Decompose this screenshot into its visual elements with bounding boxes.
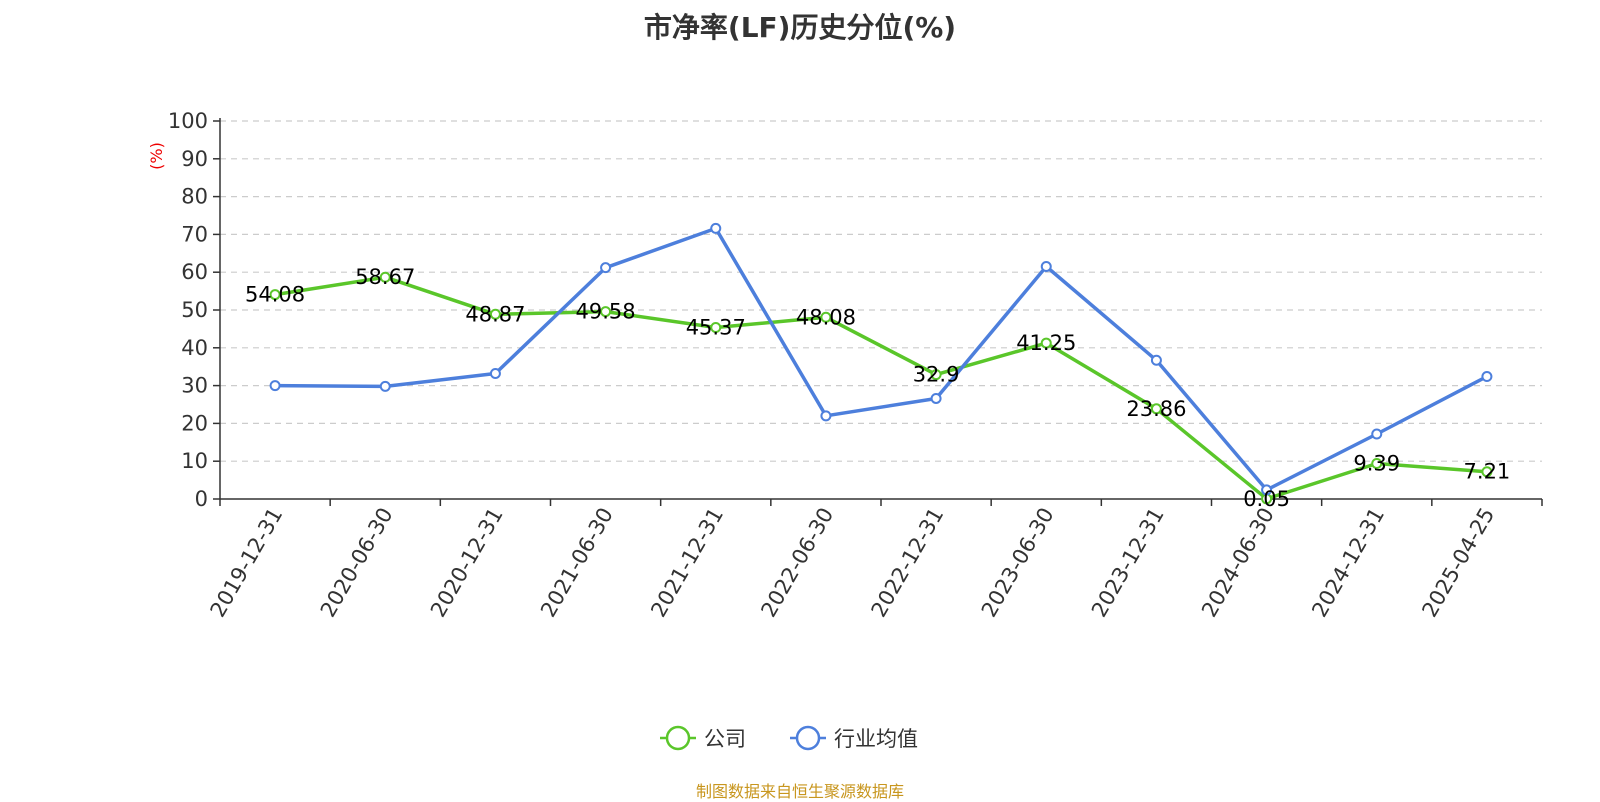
data-point[interactable] — [600, 262, 612, 274]
data-point[interactable] — [269, 289, 281, 301]
data-label: 45.37 — [686, 316, 746, 340]
data-point[interactable] — [600, 306, 612, 318]
legend: 公司 行业均值 — [660, 725, 918, 751]
y-tick-label: 30 — [181, 374, 208, 398]
x-tick-label: 2024-12-31 — [1307, 504, 1389, 622]
data-labels: 54.08 58.67 48.87 49.58 45.37 48.08 32.9 41.25 2… — [245, 265, 1510, 511]
x-tick-label: 2023-12-31 — [1087, 504, 1169, 622]
x-tick-label: 2025-04-25 — [1417, 504, 1499, 622]
data-label: 9.39 — [1353, 452, 1400, 476]
data-point[interactable] — [710, 322, 722, 334]
x-tick-label: 2020-12-31 — [426, 503, 508, 621]
x-tick-label: 2021-12-31 — [646, 504, 728, 622]
data-point[interactable] — [1040, 261, 1052, 273]
axes: 0 10 20 30 40 50 60 70 80 90 100 2019-12-31 2020-06-… — [168, 109, 1543, 622]
x-tick-label: 2021-06-30 — [536, 504, 618, 622]
data-point[interactable] — [820, 311, 832, 323]
data-point[interactable] — [489, 308, 501, 320]
legend-circle-icon — [665, 725, 691, 751]
x-tick-label: 2024-06-30 — [1197, 504, 1279, 622]
data-label: 48.08 — [796, 305, 856, 329]
y-tick-label: 0 — [195, 487, 208, 511]
data-point[interactable] — [930, 369, 942, 381]
data-label: 41.25 — [1016, 331, 1076, 355]
y-tick-label: 60 — [181, 260, 208, 284]
data-label: 0.05 — [1243, 487, 1290, 511]
data-point[interactable] — [489, 368, 501, 380]
y-tick-label: 20 — [181, 411, 208, 435]
x-tick-label: 2020-06-30 — [316, 504, 398, 622]
data-point[interactable] — [1150, 403, 1162, 415]
data-point[interactable] — [930, 392, 942, 404]
data-label: 49.58 — [576, 300, 636, 324]
data-label: 58.67 — [355, 265, 415, 289]
legend-item[interactable]: 行业均值 — [790, 725, 918, 751]
data-point[interactable] — [1371, 428, 1383, 440]
legend-label: 行业均值 — [834, 727, 918, 751]
y-tick-label: 50 — [181, 298, 208, 322]
series-line-1 — [275, 226, 1488, 492]
grid-lines — [220, 120, 1542, 462]
data-point[interactable] — [1040, 337, 1052, 349]
data-label: 48.87 — [465, 302, 525, 326]
y-tick-label: 80 — [181, 185, 208, 209]
data-point[interactable] — [1371, 458, 1383, 470]
chart-title: 市净率(LF)历史分位(%) — [643, 11, 957, 44]
data-label: 32.9 — [913, 363, 960, 387]
y-tick-label: 90 — [181, 147, 208, 171]
data-point[interactable] — [1481, 466, 1493, 478]
data-source-note: 制图数据来自恒生聚源数据库 — [695, 782, 904, 801]
x-tick-label: 2022-12-31 — [867, 503, 949, 621]
y-tick-label: 70 — [181, 222, 208, 246]
series-lines — [269, 222, 1493, 505]
data-point[interactable] — [710, 222, 722, 234]
y-tick-label: 10 — [181, 449, 208, 473]
data-point[interactable] — [1150, 354, 1162, 366]
data-point[interactable] — [1481, 371, 1493, 383]
x-tick-label: 2019-12-31 — [206, 504, 288, 622]
y-axis-unit-label: (%) — [147, 142, 166, 170]
x-tick-label: 2022-06-30 — [756, 504, 838, 622]
data-point[interactable] — [820, 410, 832, 422]
x-tick-label: 2023-06-30 — [977, 504, 1059, 622]
legend-item[interactable]: 公司 — [660, 725, 746, 751]
legend-circle-icon — [795, 725, 821, 751]
data-point[interactable] — [269, 380, 281, 392]
data-point[interactable] — [379, 380, 391, 392]
series-line-0 — [274, 275, 1488, 501]
data-label: 7.21 — [1464, 460, 1511, 484]
data-point[interactable] — [379, 271, 391, 283]
y-tick-label: 40 — [181, 336, 208, 360]
data-point[interactable] — [1261, 484, 1273, 496]
y-tick-label: 100 — [168, 109, 208, 133]
data-label: 54.08 — [245, 283, 305, 307]
data-label: 23.86 — [1126, 397, 1186, 421]
legend-label: 公司 — [704, 727, 746, 751]
